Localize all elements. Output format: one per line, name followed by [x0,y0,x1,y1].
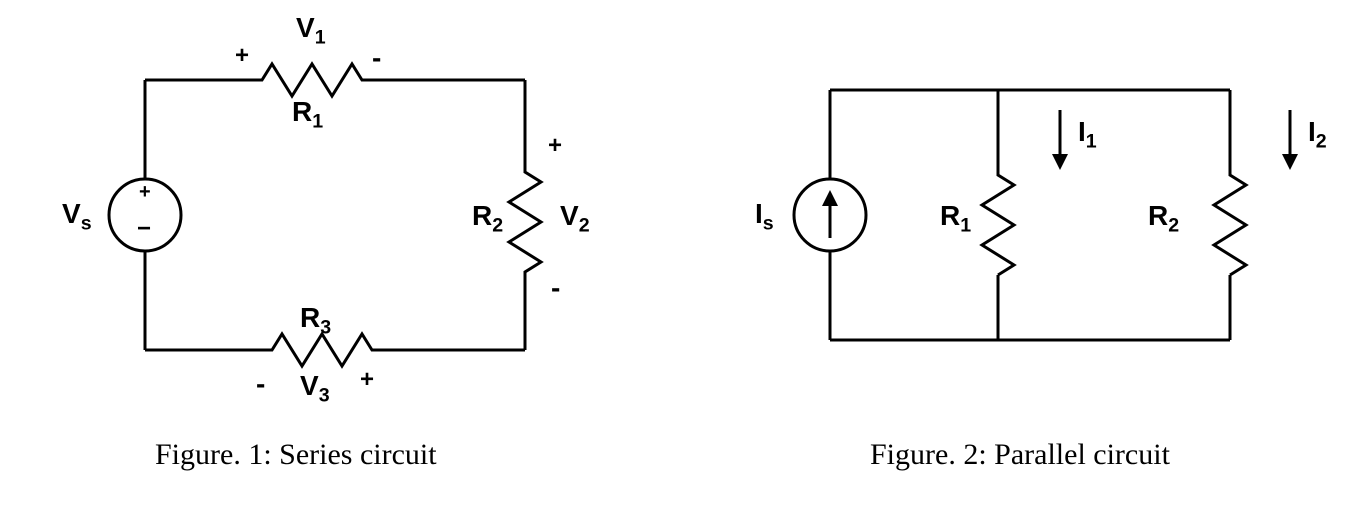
i2-label: I2 [1308,116,1327,154]
i1-label: I1 [1078,116,1097,154]
figure2-caption: Figure. 2: Parallel circuit [870,438,1170,472]
r1p-label: R1 [940,200,971,238]
resistor-r1-parallel [982,165,1014,275]
figure2-svg [0,0,1360,507]
r2p-label: R2 [1148,200,1179,238]
is-label: Is [755,198,774,236]
resistor-r2-parallel [1214,165,1246,275]
